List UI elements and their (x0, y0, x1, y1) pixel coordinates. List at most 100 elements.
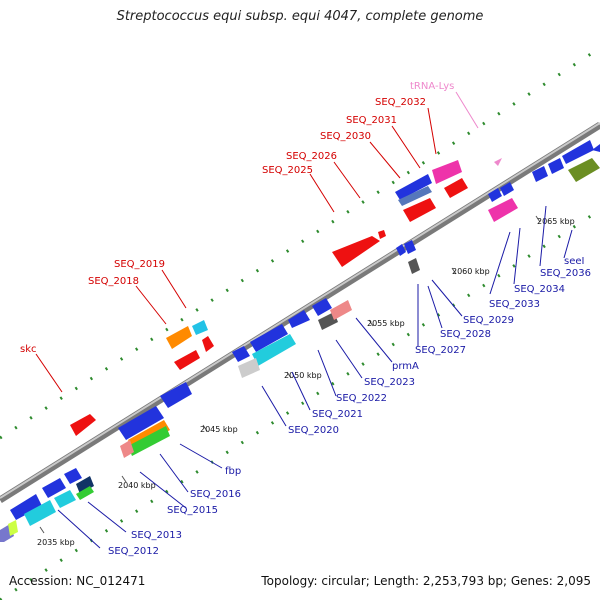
gene-arrow[interactable] (70, 414, 96, 436)
gene-label[interactable]: SEQ_2022 (336, 393, 387, 404)
scale-label: 2050 kbp (284, 371, 322, 380)
gene-arrow[interactable] (404, 240, 416, 254)
gene-label[interactable]: SEQ_2013 (131, 530, 182, 541)
leader-line[interactable] (335, 339, 363, 379)
leader-line[interactable] (431, 279, 463, 317)
scale-labels: 2035 kbp 2040 kbp 2045 kbp 2050 kbp 2055… (37, 217, 575, 547)
gene-arrow[interactable] (8, 520, 18, 536)
scale-tick (451, 267, 457, 275)
gene-arrow[interactable] (488, 188, 502, 202)
gene-arrow[interactable] (288, 310, 310, 328)
gene-arrow[interactable] (532, 166, 548, 182)
gene-arrow[interactable] (202, 336, 214, 352)
gene-arrow[interactable] (76, 476, 94, 494)
leader-line[interactable] (539, 205, 547, 267)
gene-label[interactable]: skc (20, 344, 37, 355)
leader-line[interactable] (563, 229, 573, 259)
gene-arrow[interactable] (128, 426, 170, 456)
gene-label[interactable]: SEQ_2034 (514, 284, 565, 295)
leader-line[interactable] (139, 471, 187, 509)
gene-arrow[interactable] (76, 486, 94, 500)
leader-line[interactable] (355, 317, 393, 363)
gene-arrow[interactable] (252, 334, 296, 366)
leader-line[interactable] (159, 453, 189, 493)
leader-line[interactable] (427, 285, 443, 329)
leader-line[interactable] (161, 269, 187, 309)
gene-arrow[interactable] (378, 230, 386, 239)
leader-line[interactable] (369, 141, 401, 179)
leader-line[interactable] (455, 91, 479, 129)
gene-label[interactable]: tRNA-Lys (410, 81, 454, 92)
leader-line[interactable] (87, 501, 127, 533)
gene-label[interactable]: prmA (392, 361, 419, 372)
leader-line[interactable] (317, 349, 337, 397)
gene-arrow[interactable] (568, 158, 600, 182)
gene-label[interactable]: SEQ_2026 (286, 151, 337, 162)
trna-marker[interactable] (494, 158, 502, 166)
gene-arrow[interactable] (398, 186, 432, 206)
gene-arrow[interactable] (403, 198, 436, 222)
gene-label[interactable]: SEQ_2018 (88, 276, 139, 287)
forward-strand-genes (70, 158, 502, 436)
leader-line[interactable] (427, 107, 437, 155)
gene-label[interactable]: SEQ_2027 (415, 345, 466, 356)
gene-arrow[interactable] (312, 298, 332, 316)
gene-label[interactable]: SEQ_2015 (167, 505, 218, 516)
gene-arrow[interactable] (42, 478, 66, 498)
gene-arrow[interactable] (332, 236, 380, 267)
leader-line[interactable] (333, 161, 361, 199)
gene-label[interactable]: SEQ_2036 (540, 268, 591, 279)
leader-line[interactable] (135, 285, 167, 325)
gene-arrow[interactable] (562, 140, 594, 164)
gene-arrow[interactable] (444, 178, 468, 198)
gene-arrow[interactable] (166, 326, 192, 349)
gene-arrow[interactable] (592, 144, 600, 152)
gene-label[interactable]: SEQ_2032 (375, 97, 426, 108)
gene-label[interactable]: SEQ_2020 (288, 425, 339, 436)
scale-tick (39, 526, 45, 534)
leader-line[interactable] (179, 443, 223, 469)
gene-arrow[interactable] (330, 300, 352, 320)
leader-line[interactable] (291, 371, 311, 411)
gene-label[interactable]: SEQ_2029 (463, 315, 514, 326)
leader-line[interactable] (309, 173, 335, 213)
gene-label[interactable]: SEQ_2031 (346, 115, 397, 126)
leader-line[interactable] (489, 231, 511, 295)
gene-arrow[interactable] (396, 244, 406, 256)
gene-arrow[interactable] (160, 382, 192, 408)
gene-arrow[interactable] (118, 406, 164, 440)
gene-arrow[interactable] (250, 324, 288, 352)
gene-arrow[interactable] (500, 182, 514, 196)
gene-arrow[interactable] (548, 158, 564, 174)
gene-labels: SEQ_2032 SEQ_2031 SEQ_2030 SEQ_2026 SEQ_… (20, 81, 591, 557)
gene-arrow[interactable] (232, 346, 250, 362)
gene-arrow[interactable] (54, 490, 76, 508)
gene-arrow[interactable] (488, 198, 518, 222)
gene-label[interactable]: SEQ_2033 (489, 299, 540, 310)
leader-line[interactable] (261, 385, 287, 427)
gene-arrow[interactable] (408, 258, 420, 274)
leader-line[interactable] (513, 227, 521, 285)
gene-arrow[interactable] (64, 468, 82, 484)
gene-arrow[interactable] (238, 358, 260, 378)
gene-arrow[interactable] (192, 320, 208, 335)
gene-arrow[interactable] (24, 500, 56, 526)
leader-line[interactable] (391, 125, 421, 169)
gene-arrow[interactable] (395, 174, 432, 200)
gene-label[interactable]: SEQ_2021 (312, 409, 363, 420)
gene-label[interactable]: seeI (564, 256, 584, 267)
leader-line[interactable] (57, 509, 101, 549)
gene-label[interactable]: SEQ_2012 (108, 546, 159, 557)
gene-arrow[interactable] (10, 494, 42, 520)
gene-arrow[interactable] (120, 440, 134, 458)
gene-arrow[interactable] (174, 350, 200, 370)
gene-label[interactable]: SEQ_2028 (440, 329, 491, 340)
gene-label[interactable]: fbp (225, 466, 241, 477)
gene-label[interactable]: SEQ_2025 (262, 165, 313, 176)
leader-line[interactable] (35, 353, 63, 393)
gene-label[interactable]: SEQ_2016 (190, 489, 241, 500)
gene-arrow[interactable] (432, 160, 462, 184)
gene-label[interactable]: SEQ_2023 (364, 377, 415, 388)
gene-label[interactable]: SEQ_2019 (114, 259, 165, 270)
gene-label[interactable]: SEQ_2030 (320, 131, 371, 142)
